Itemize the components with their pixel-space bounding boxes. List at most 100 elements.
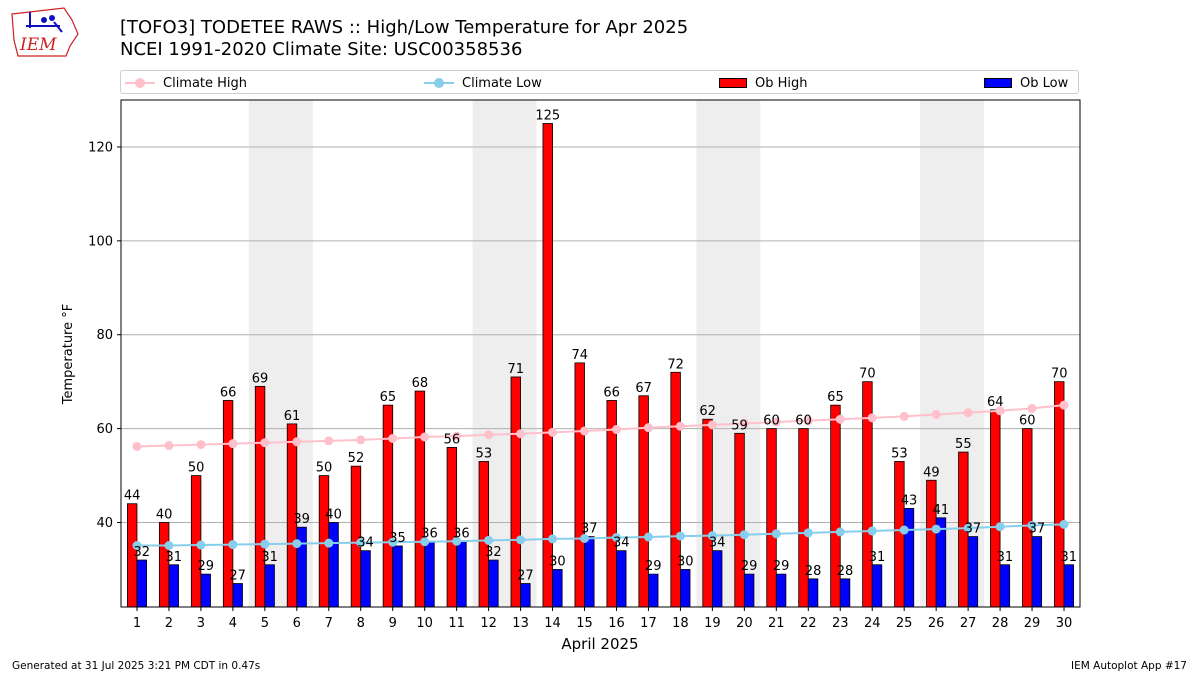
ob-high-bar	[926, 479, 937, 608]
ob-low-label: 37	[581, 522, 598, 537]
ob-low-label: 36	[453, 526, 470, 541]
climate-high-point	[643, 423, 653, 433]
ob-low-bar	[136, 559, 147, 608]
climate-low-point	[516, 535, 526, 545]
x-tick-label: 18	[672, 616, 689, 631]
ob-low-bar	[711, 550, 723, 608]
legend-item-climate-low: Climate Low	[424, 74, 542, 92]
ob-low-label: 41	[933, 503, 950, 518]
ob-high-label: 56	[444, 432, 461, 447]
ob-low-bar	[839, 578, 851, 608]
x-tick-label: 27	[960, 616, 977, 631]
legend-label-climate-low: Climate Low	[462, 75, 542, 91]
climate-low-point	[867, 526, 877, 536]
bar-value-labels: 44 32 40 31 50 29 66 27 69 31 61 39 50 40 52 34 65 35 68 36…	[124, 108, 1077, 583]
climate-low-swatch	[424, 74, 454, 92]
ob-low-bar	[775, 573, 787, 608]
svg-text:IEM: IEM	[19, 35, 57, 55]
ob-low-bar	[680, 569, 691, 608]
climate-high-point	[739, 418, 749, 428]
ob-low-label: 40	[325, 508, 342, 523]
plot-frame	[120, 99, 1081, 608]
x-tick-label: 9	[389, 616, 397, 631]
climate-high-point	[803, 416, 813, 426]
ob-low-bar	[168, 564, 179, 608]
ob-high-label: 62	[699, 404, 716, 419]
climate-low-point	[1027, 520, 1037, 530]
ob-high-label: 70	[1051, 367, 1068, 382]
ob-low-label: 34	[613, 536, 630, 551]
x-tick-label: 16	[608, 616, 625, 631]
y-axis: 40 60 80 100 120	[88, 140, 121, 531]
climate-low-point	[739, 530, 749, 540]
x-tick-label: 21	[768, 616, 785, 631]
x-tick-label: 26	[928, 616, 945, 631]
ob-low-label: 37	[1029, 522, 1046, 537]
climate-high-point	[899, 411, 909, 421]
ob-high-label: 52	[348, 451, 365, 466]
climate-low-point	[292, 539, 302, 549]
climate-low-point	[995, 522, 1005, 532]
x-tick-label: 23	[832, 616, 849, 631]
climate-low-point	[388, 537, 398, 547]
climate-low-point	[675, 531, 685, 541]
ob-low-bar	[743, 573, 755, 608]
ob-low-label: 27	[229, 569, 246, 584]
climate-high-point	[1027, 403, 1037, 413]
climate-high-point	[420, 432, 430, 442]
ob-low-bar	[456, 540, 467, 608]
x-tick-label: 11	[448, 616, 465, 631]
ob-low-label: 43	[901, 493, 918, 508]
climate-low-point	[963, 523, 973, 533]
ob-low-bar	[328, 522, 339, 608]
climate-high-point	[995, 406, 1005, 416]
ob-low-bar	[360, 550, 371, 608]
ob-high-label: 69	[252, 371, 269, 386]
app-credit: IEM Autoplot App #17	[1071, 660, 1187, 672]
climate-high-swatch	[125, 74, 155, 92]
ob-low-bar	[999, 564, 1011, 608]
ob-low-bar	[903, 508, 915, 608]
ob-low-bar	[488, 559, 499, 608]
ob-low-bar	[616, 550, 627, 608]
x-tick-label: 22	[800, 616, 817, 631]
legend-item-ob-high: Ob High	[719, 74, 808, 92]
x-tick-label: 4	[229, 616, 237, 631]
climate-high-point	[388, 433, 398, 443]
legend-item-climate-high: Climate High	[125, 74, 247, 92]
legend-item-ob-low: Ob Low	[984, 74, 1068, 92]
climate-low-point	[835, 527, 845, 537]
ob-high-bar	[798, 428, 809, 608]
climate-high-point	[324, 436, 334, 446]
x-tick-label: 15	[576, 616, 593, 631]
x-tick-label: 19	[704, 616, 721, 631]
ob-low-bar	[392, 545, 403, 608]
climate-high-point	[516, 429, 526, 439]
y-tick-label: 80	[96, 328, 113, 343]
climate-high-line	[136, 404, 1065, 448]
ob-low-bar	[1031, 536, 1043, 608]
ob-low-label: 31	[869, 550, 886, 565]
chart-subtitle: NCEI 1991-2020 Climate Site: USC00358536	[120, 39, 523, 60]
climate-high-point	[835, 414, 845, 424]
ob-high-bar	[734, 432, 745, 608]
ob-low-label: 34	[357, 536, 374, 551]
ob-high-label: 60	[795, 414, 812, 429]
ob-low-label: 35	[389, 531, 406, 546]
climate-high-point	[260, 438, 270, 448]
ob-low-label: 30	[677, 554, 694, 569]
climate-low-point	[899, 525, 909, 535]
climate-low-point	[484, 535, 494, 545]
ob-high-bar	[574, 362, 585, 608]
ob-low-label: 31	[261, 550, 278, 565]
y-axis-label: Temperature °F	[61, 304, 76, 405]
ob-high-bar	[1022, 428, 1033, 608]
ob-low-bar	[424, 540, 435, 608]
ob-low-label: 29	[645, 559, 662, 574]
ob-high-bar	[1054, 381, 1065, 608]
x-tick-label: 13	[512, 616, 529, 631]
climate-low-point	[771, 529, 781, 539]
ob-low-bar	[552, 569, 563, 608]
climate-high-point	[228, 439, 238, 449]
ob-low-bar	[520, 583, 531, 608]
